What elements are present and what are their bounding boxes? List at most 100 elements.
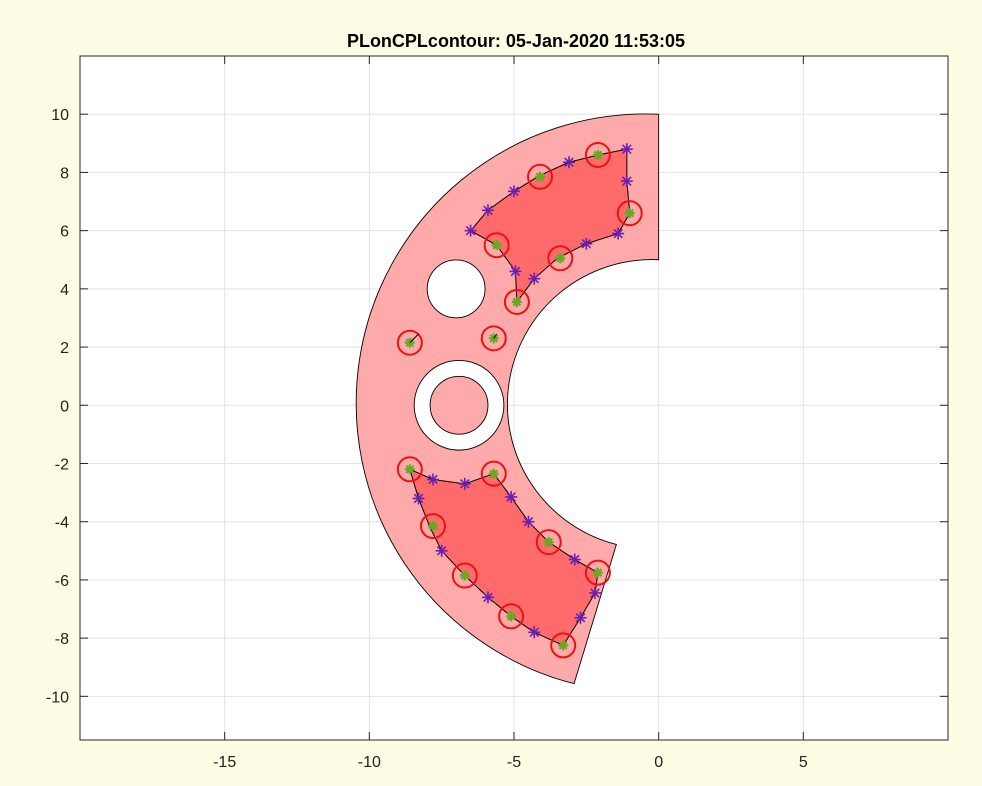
star-stroke — [436, 546, 447, 556]
star-marker — [426, 473, 439, 486]
point-dot — [429, 523, 436, 530]
circle-marker — [503, 288, 530, 315]
star-marker — [505, 490, 518, 503]
star-marker — [574, 611, 587, 624]
star-stroke — [575, 612, 586, 623]
star-marker — [481, 204, 494, 217]
point-dot — [493, 242, 500, 249]
y-tick-label: 10 — [51, 107, 69, 124]
circled-point — [396, 456, 423, 483]
star-marker — [620, 175, 633, 188]
star-marker — [612, 227, 625, 240]
point-dot — [508, 613, 515, 620]
circled-point — [547, 245, 574, 272]
circled-point — [550, 632, 577, 659]
region-shape — [355, 113, 660, 685]
circled-point — [480, 460, 507, 487]
y-tick-label: -6 — [55, 573, 69, 590]
lower-polygon-fill — [409, 469, 598, 646]
star-stroke — [581, 238, 592, 249]
isolated-tick — [493, 333, 498, 339]
star-stroke — [509, 186, 519, 197]
circle-marker — [550, 632, 577, 659]
y-tick-label: -4 — [55, 515, 69, 532]
star-stroke — [510, 266, 521, 277]
x-tick-label: -10 — [358, 754, 381, 771]
star-stroke — [460, 479, 470, 489]
star-stroke — [529, 273, 540, 284]
chart-title: PLonCPLcontour: 05-Jan-2020 11:53:05 — [347, 31, 685, 51]
circled-point — [616, 200, 643, 227]
circled-point — [419, 513, 446, 540]
circled-point — [503, 288, 530, 315]
star-marker — [458, 477, 471, 490]
point-markers — [396, 141, 643, 659]
y-tick-label: 2 — [60, 340, 69, 357]
star-marker — [620, 143, 633, 156]
star-marker — [522, 515, 535, 528]
star-stroke — [483, 592, 493, 603]
star-stroke — [613, 228, 623, 239]
circle-marker — [451, 562, 478, 589]
point-dot — [490, 470, 497, 477]
point-dot — [545, 539, 552, 546]
annular-region — [355, 113, 660, 685]
circle-marker — [396, 456, 423, 483]
circle-marker — [483, 232, 510, 259]
isolated-tick — [409, 333, 419, 344]
circled-point — [451, 562, 478, 589]
region-island — [429, 375, 489, 435]
star-marker — [481, 591, 494, 604]
star-marker — [562, 156, 575, 169]
circled-point — [584, 559, 611, 586]
star-stroke — [465, 225, 476, 236]
star-stroke — [483, 205, 493, 216]
circle-marker — [527, 163, 554, 190]
star-marker — [528, 272, 541, 285]
x-tick-label: 0 — [654, 754, 663, 771]
circle-marker — [535, 529, 562, 556]
circle-marker — [480, 325, 507, 352]
circle-marker — [547, 245, 574, 272]
tick-labels: -15 -10 -5 0 5 10 8 6 4 2 0 -2 -4 -6 -8 -10 — [46, 107, 808, 771]
point-dot — [594, 151, 601, 158]
star-marker — [509, 265, 522, 278]
circled-point — [498, 603, 525, 630]
point-dot — [537, 173, 544, 180]
circle-marker — [584, 141, 611, 168]
star-stroke — [428, 474, 438, 485]
star-stroke — [590, 588, 600, 598]
star-stroke — [413, 493, 424, 504]
y-tick-label: 0 — [60, 398, 69, 415]
circled-point — [535, 529, 562, 556]
star-stroke — [564, 157, 574, 168]
star-marker — [435, 544, 448, 557]
star-stroke — [622, 176, 632, 186]
star-marker — [580, 237, 593, 250]
star-marker — [412, 492, 425, 505]
star-marker — [464, 224, 477, 237]
point-dot — [513, 298, 520, 305]
x-tick-label: -5 — [507, 754, 521, 771]
tick-marks — [80, 56, 948, 740]
star-stroke — [622, 144, 632, 154]
circle-marker — [616, 200, 643, 227]
x-tick-label: 5 — [799, 754, 808, 771]
circled-point — [527, 163, 554, 190]
x-tick-label: -15 — [213, 754, 236, 771]
circled-point — [483, 232, 510, 259]
point-dot — [406, 466, 413, 473]
y-tick-label: 6 — [60, 224, 69, 241]
y-tick-label: 8 — [60, 165, 69, 182]
star-stroke — [529, 627, 540, 638]
point-dot — [594, 569, 601, 576]
star-marker — [528, 626, 541, 639]
point-dot — [557, 255, 564, 262]
y-tick-label: 4 — [60, 282, 69, 299]
point-dot — [626, 210, 633, 217]
point-dot — [461, 572, 468, 579]
circle-marker — [396, 329, 423, 356]
star-stroke — [523, 516, 534, 527]
circle-marker — [584, 559, 611, 586]
